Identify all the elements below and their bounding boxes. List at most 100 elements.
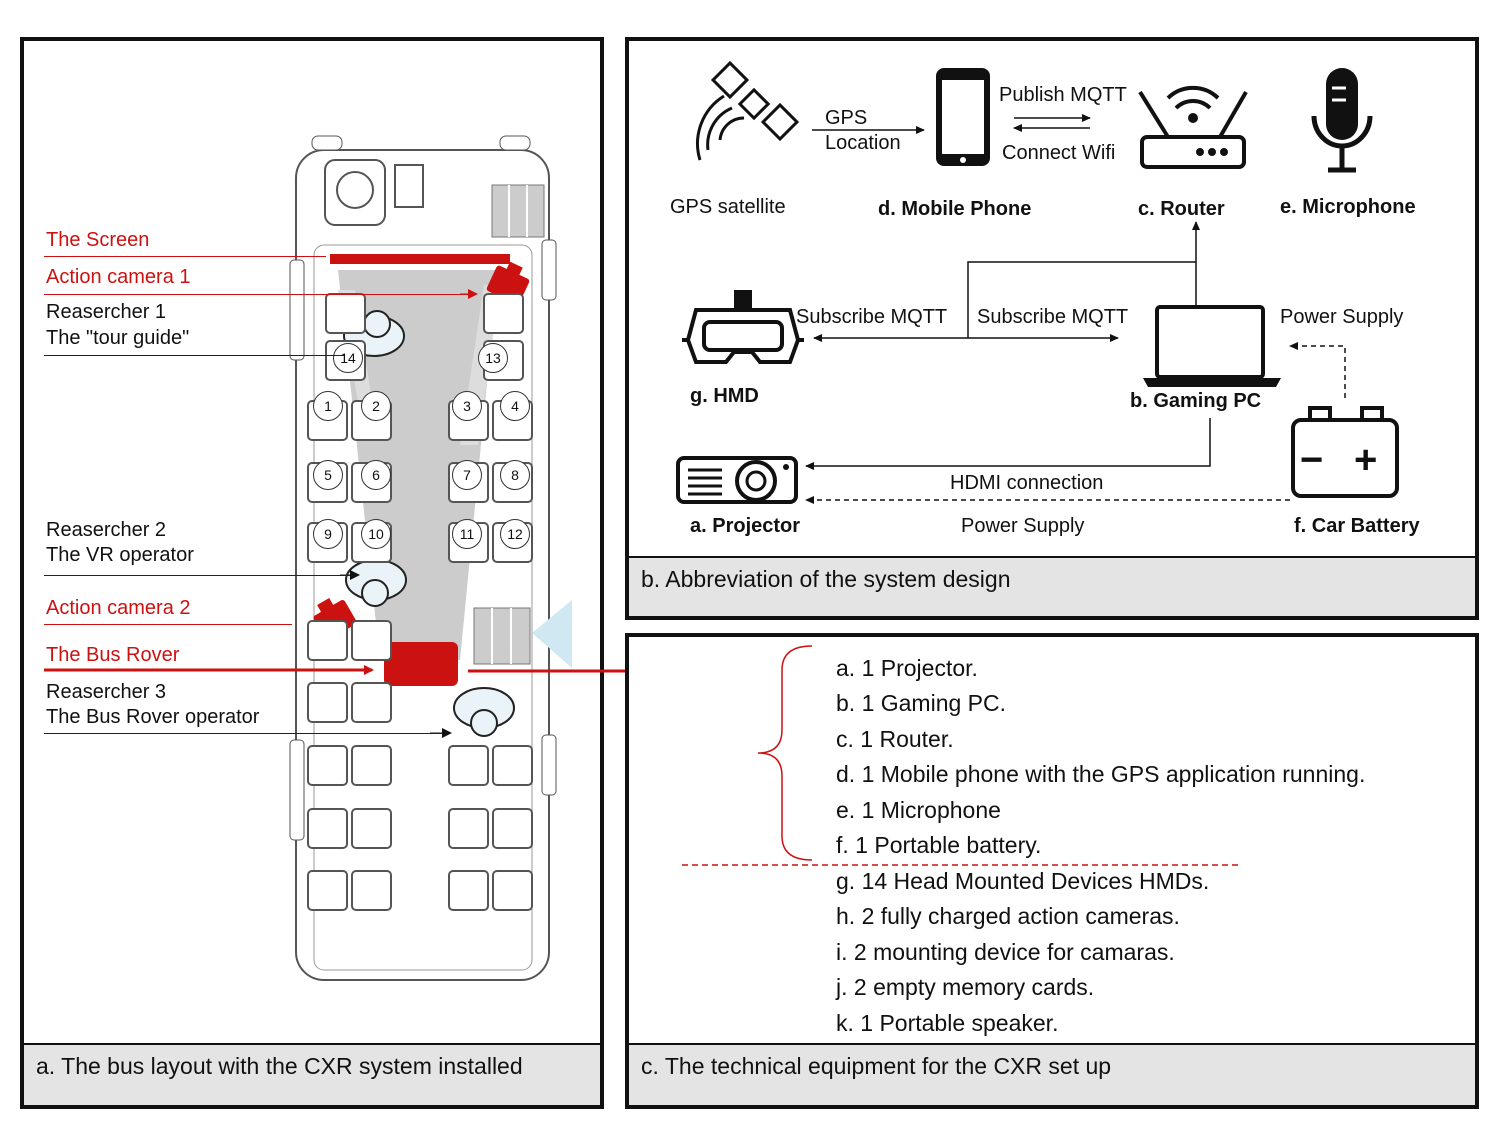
seat-number: 2: [361, 391, 391, 421]
equipment-item: b. 1 Gaming PC.: [836, 690, 1007, 716]
bus-layout-caption: a. The bus layout with the CXR system in…: [24, 1043, 600, 1105]
seat-number: 5: [313, 460, 343, 490]
seat-number: 8: [500, 460, 530, 490]
seat-number: 10: [361, 519, 391, 549]
side-panel-right-bottom: [541, 734, 557, 796]
label-researcher-2-role: The VR operator: [46, 544, 194, 566]
seat-number: 14: [333, 343, 363, 373]
node-hmd: g. HMD: [690, 385, 759, 407]
equipment-item: g. 14 Head Mounted Devices HMDs.: [836, 868, 1210, 894]
mirror-right: [499, 135, 531, 151]
edge-gps: GPS: [825, 107, 868, 129]
node-gps-satellite: GPS satellite: [670, 196, 786, 218]
microphone-icon: [1311, 68, 1373, 173]
researcher-2-leader-line: [44, 575, 358, 576]
driver-head: [336, 171, 374, 209]
edge-subscribe-mqtt-left: Subscribe MQTT: [796, 306, 948, 328]
panel-equipment: c. The technical equipment for the CXR s…: [625, 633, 1479, 1109]
edge-location: Location: [825, 132, 901, 154]
seat-number: 9: [313, 519, 343, 549]
seat: [307, 682, 348, 723]
battery-plus: +: [1354, 438, 1378, 482]
label-researcher-1-role: The "tour guide": [46, 327, 190, 349]
label-action-camera-1: Action camera 1: [46, 266, 191, 288]
luggage-rack-front: [491, 184, 545, 238]
edge-power-supply-pc: Power Supply: [1280, 306, 1404, 328]
seat: [448, 808, 489, 849]
seat: [325, 293, 366, 334]
node-mobile-phone: d. Mobile Phone: [878, 198, 1032, 220]
edge-power-supply-projector: Power Supply: [961, 515, 1085, 537]
hdmi-link: [805, 418, 1211, 470]
node-car-battery: f. Car Battery: [1294, 515, 1420, 537]
seat-number: 11: [452, 519, 482, 549]
seat-number: 1: [313, 391, 343, 421]
equipment-item: c. 1 Router.: [836, 726, 954, 752]
seat: [351, 808, 392, 849]
label-bus-rover: The Bus Rover: [46, 644, 180, 666]
equipment-item: i. 2 mounting device for camaras.: [836, 939, 1175, 965]
label-researcher-1-title: Reasercher 1: [46, 301, 167, 323]
side-panel-left-top: [289, 259, 305, 361]
battery-icon: [1291, 406, 1399, 498]
seat: [351, 870, 392, 911]
brace-curve: [757, 645, 813, 861]
node-gaming-pc: b. Gaming PC: [1130, 390, 1262, 412]
equipment-item: h. 2 fully charged action cameras.: [836, 903, 1180, 929]
seat: [351, 745, 392, 786]
router-icon: [1138, 85, 1248, 169]
edge-publish-mqtt: Publish MQTT: [999, 84, 1127, 106]
researcher-3-icon: [453, 687, 515, 737]
seat: [351, 682, 392, 723]
system-design-caption: b. Abbreviation of the system design: [629, 556, 1475, 616]
node-projector: a. Projector: [690, 515, 801, 537]
screen-leader-line: [44, 256, 326, 257]
seat-number: 13: [478, 343, 508, 373]
driver-console: [394, 164, 424, 208]
equipment-item: j. 2 empty memory cards.: [836, 974, 1095, 1000]
equipment-item: f. 1 Portable battery.: [836, 832, 1042, 858]
researcher-3-leader-line: [44, 733, 448, 734]
seat-number: 12: [500, 519, 530, 549]
researcher-2-icon: [345, 559, 407, 607]
mirror-left: [311, 135, 343, 151]
equipment-item: k. 1 Portable speaker.: [836, 1010, 1059, 1036]
battery-minus: −: [1300, 438, 1324, 482]
seat-number: 3: [452, 391, 482, 421]
seat: [483, 293, 524, 334]
equipment-item: d. 1 Mobile phone with the GPS applicati…: [836, 761, 1366, 787]
bus-screen: [330, 254, 510, 264]
label-action-camera-2: Action camera 2: [46, 597, 191, 619]
action-camera-1-leader-line: [44, 294, 476, 295]
bus-rover-box: [384, 642, 458, 686]
side-panel-left-bottom: [289, 739, 305, 841]
label-researcher-3-title: Reasercher 3: [46, 681, 167, 703]
router-subscribe-link: [967, 261, 1196, 338]
label-the-screen: The Screen: [46, 229, 150, 251]
phone-icon: [936, 68, 990, 166]
luggage-rack-middle: [473, 607, 531, 665]
seat: [492, 745, 533, 786]
hmd-icon: [682, 290, 804, 364]
projector-icon: [676, 456, 798, 504]
seat: [492, 808, 533, 849]
seat: [307, 620, 348, 661]
label-researcher-2-title: Reasercher 2: [46, 519, 167, 541]
seat: [448, 745, 489, 786]
seat-number: 7: [452, 460, 482, 490]
researcher-1-leader-line: [44, 355, 344, 356]
seat: [307, 808, 348, 849]
edge-subscribe-mqtt-right: Subscribe MQTT: [977, 306, 1129, 328]
seat: [307, 745, 348, 786]
seat-number: 4: [500, 391, 530, 421]
seat-number: 6: [361, 460, 391, 490]
seat: [351, 620, 392, 661]
label-researcher-3-role: The Bus Rover operator: [46, 706, 260, 728]
action-camera-2-leader-line: [44, 624, 292, 625]
node-router: c. Router: [1138, 198, 1225, 220]
equipment-item: e. 1 Microphone: [836, 797, 1001, 823]
equipment-caption: c. The technical equipment for the CXR s…: [629, 1043, 1475, 1105]
satellite-icon: [696, 60, 800, 161]
